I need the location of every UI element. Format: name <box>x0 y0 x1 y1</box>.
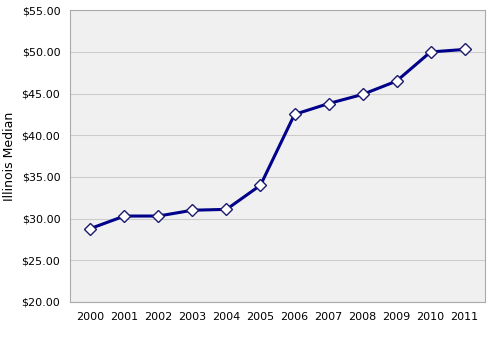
Y-axis label: Illinois Median: Illinois Median <box>3 111 16 201</box>
